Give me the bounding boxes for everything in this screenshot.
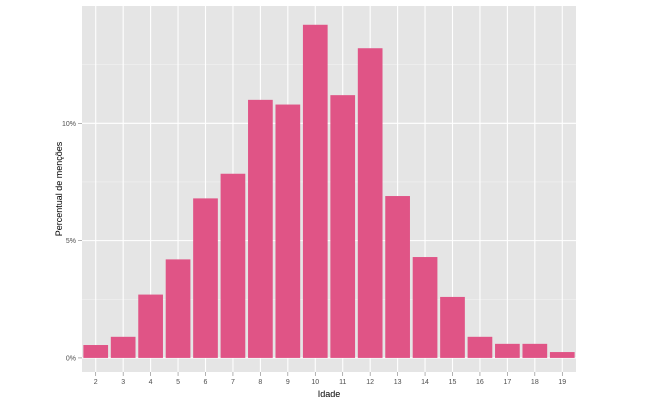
- bar-19: [549, 352, 575, 358]
- x-tick-label: 3: [121, 379, 125, 386]
- x-tick-label: 11: [339, 379, 346, 386]
- bar-9: [275, 104, 301, 358]
- x-tick-label: 9: [286, 379, 290, 386]
- plot-panel: [82, 6, 576, 372]
- bar-18: [522, 343, 548, 358]
- x-tick-label: 13: [394, 379, 402, 386]
- y-tick-label: 5%: [66, 238, 76, 245]
- bar-4: [138, 294, 163, 358]
- x-tick-label: 7: [231, 379, 235, 386]
- y-axis-title: Percentual de menções: [54, 141, 64, 236]
- bars: [83, 24, 575, 358]
- bar-3: [110, 336, 136, 358]
- bar-7: [220, 173, 246, 358]
- y-tick-label: 10%: [62, 121, 76, 128]
- x-tick-label: 12: [366, 379, 374, 386]
- x-tick-label: 15: [449, 379, 457, 386]
- x-tick-label: 4: [149, 379, 153, 386]
- bar-6: [193, 198, 218, 358]
- bar-14: [412, 257, 438, 358]
- bar-8: [248, 99, 273, 358]
- bar-5: [165, 259, 191, 358]
- x-tick-label: 8: [258, 379, 262, 386]
- y-axis-ticks: 0% 5% 10%: [62, 121, 82, 362]
- bar-15: [440, 296, 465, 358]
- bar-12: [357, 48, 383, 358]
- x-tick-label: 2: [94, 379, 98, 386]
- x-tick-label: 5: [176, 379, 180, 386]
- y-tick-label: 0%: [66, 355, 76, 362]
- x-tick-label: 18: [531, 379, 539, 386]
- bar-10: [302, 24, 328, 358]
- bar-13: [385, 196, 410, 358]
- bar-17: [495, 343, 520, 358]
- x-tick-label: 19: [558, 379, 566, 386]
- x-tick-label: 14: [421, 379, 429, 386]
- bar-16: [467, 336, 493, 358]
- bar-2: [83, 345, 109, 358]
- x-axis-ticks: 2 3 4 5 6 7 8 9 10 11 12 13 14 15 16 17 18 19: [94, 372, 566, 386]
- x-axis-title: Idade: [318, 389, 341, 399]
- bar-11: [330, 95, 356, 358]
- x-tick-label: 6: [204, 379, 208, 386]
- x-tick-label: 16: [476, 379, 484, 386]
- minor-gridlines: [82, 64, 576, 300]
- x-tick-label: 17: [503, 379, 511, 386]
- x-tick-label: 10: [311, 379, 319, 386]
